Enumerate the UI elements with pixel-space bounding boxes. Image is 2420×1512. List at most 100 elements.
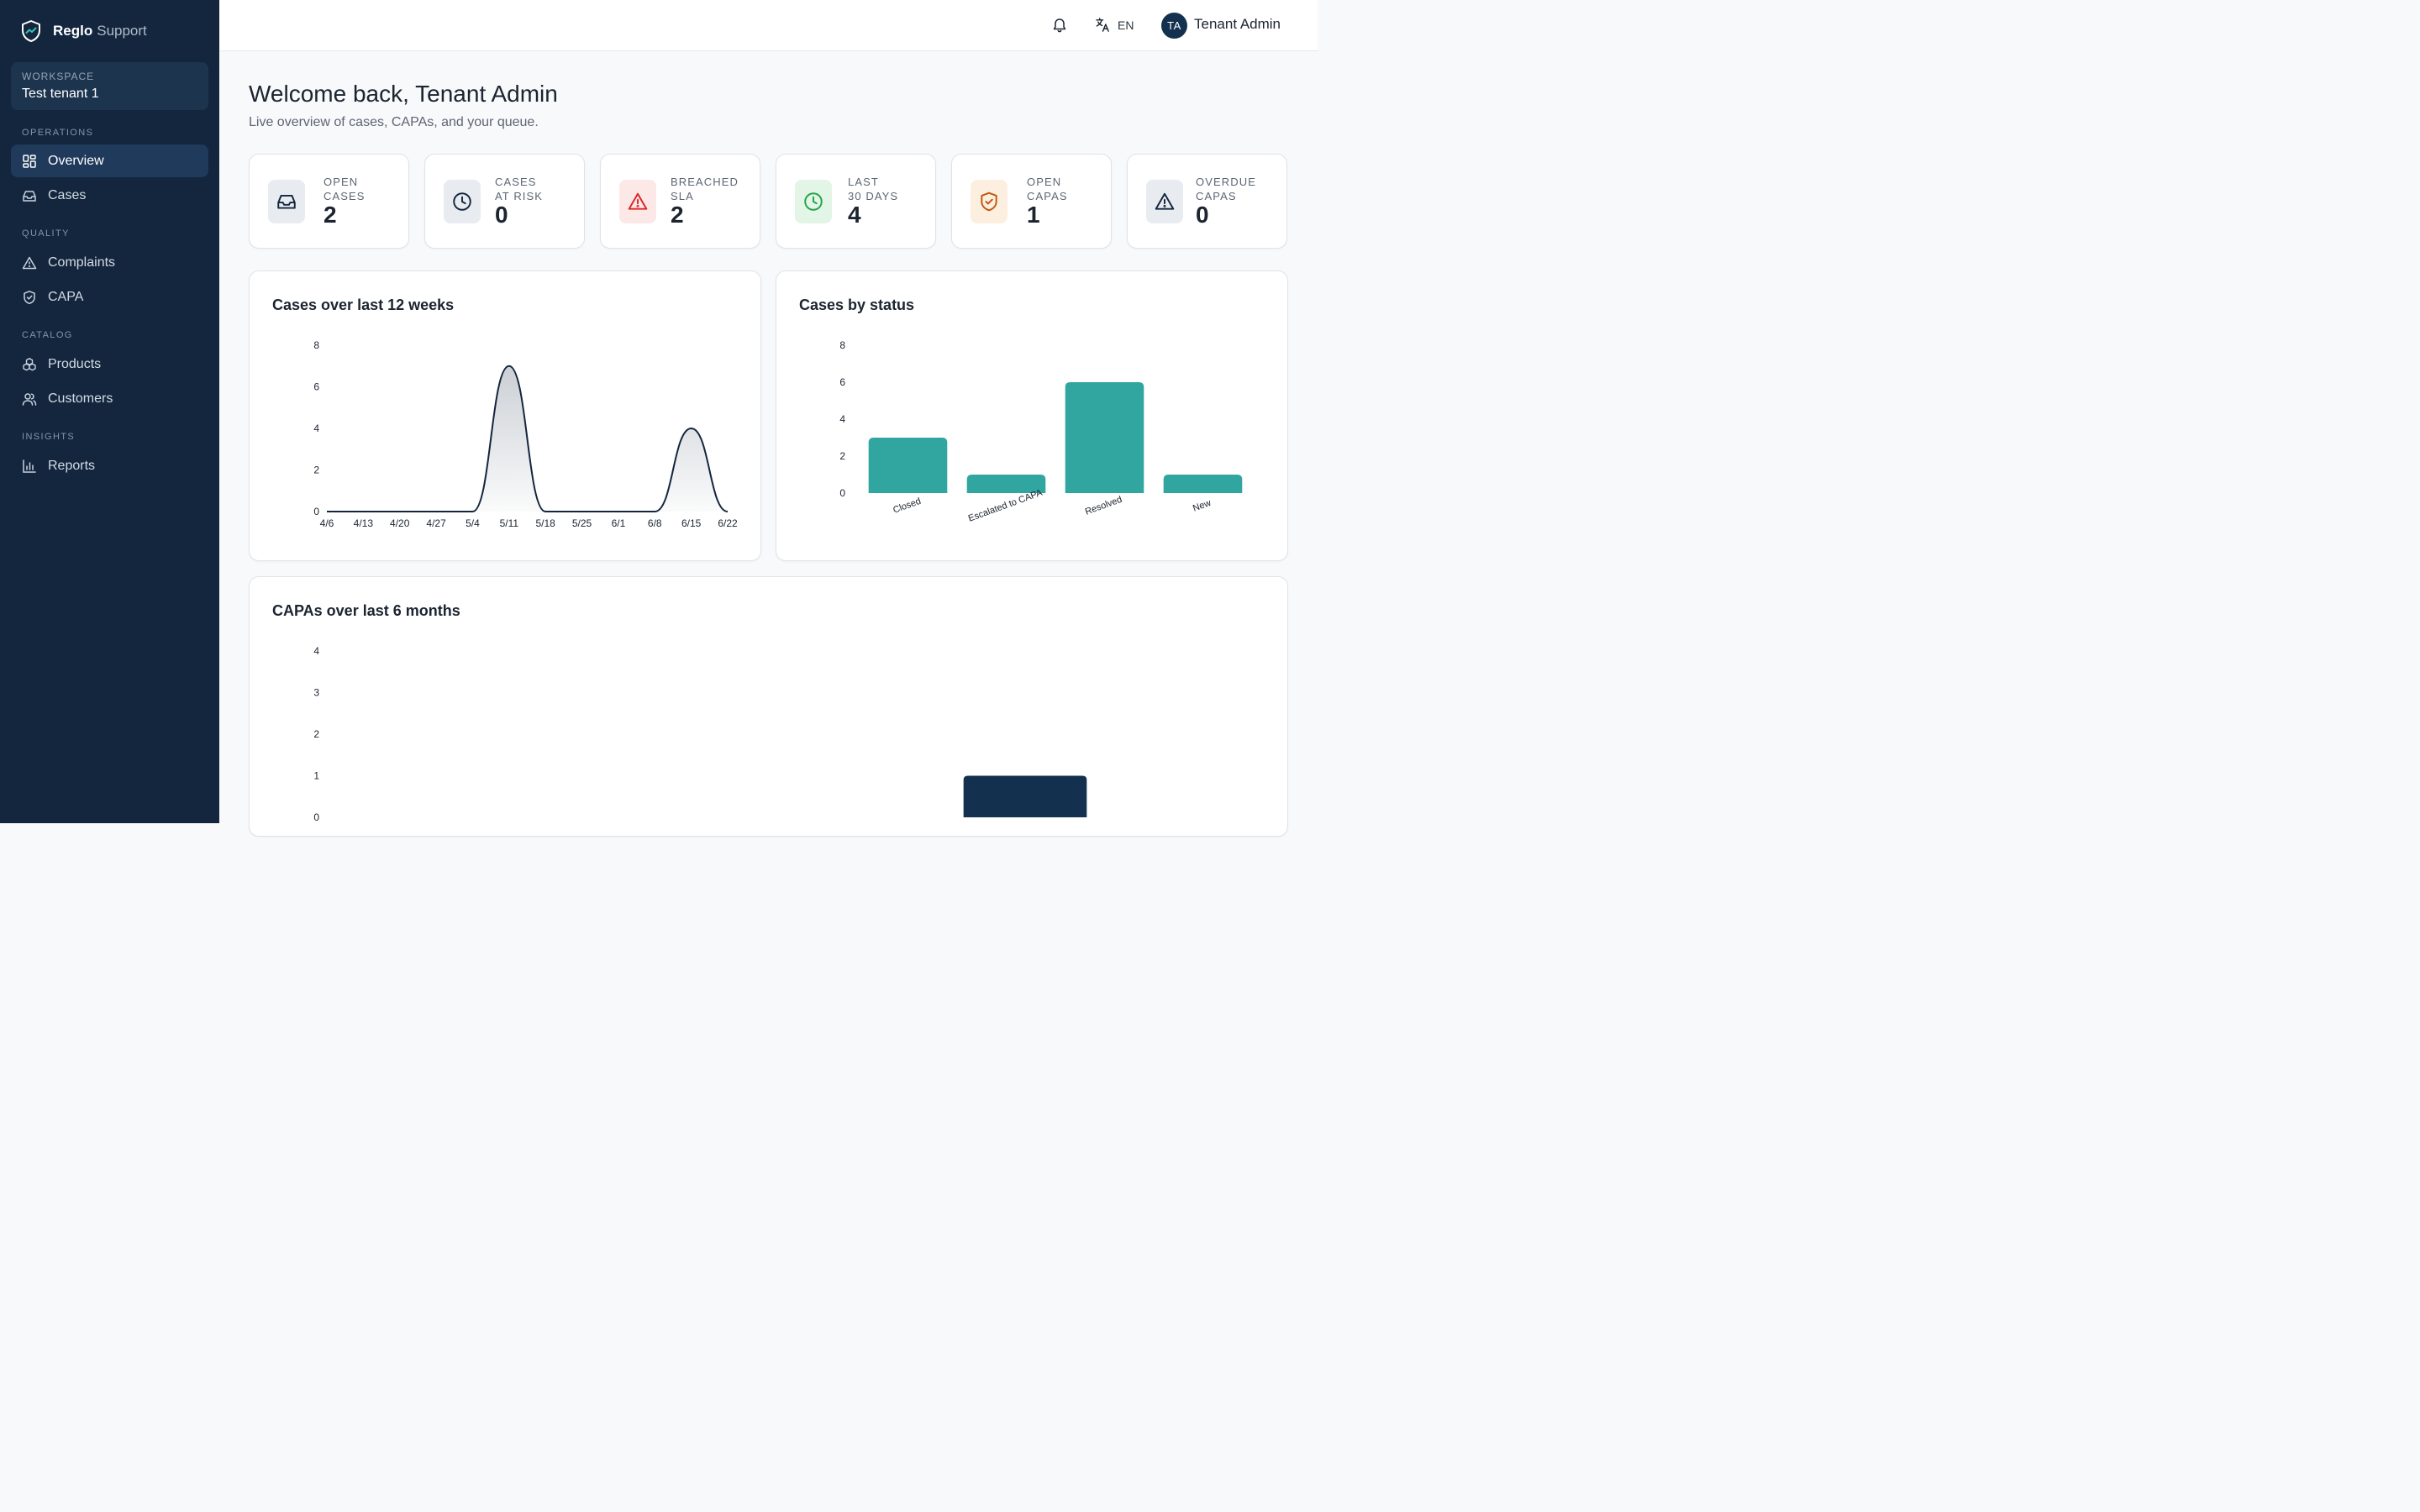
x-tick-label: 4/20 (390, 517, 410, 529)
sidebar-item-label: Cases (48, 187, 87, 202)
shield-check-icon (24, 290, 35, 304)
alert-triangle-icon (1155, 192, 1175, 210)
card-title: Cases over last 12 weeks (272, 297, 455, 313)
kpi-open-capas[interactable]: OPEN CAPAS (951, 154, 1112, 249)
y-tick-label: 4 (313, 423, 319, 434)
kpi-icon-box (268, 180, 305, 223)
sidebar-item-customers[interactable]: Customers (11, 382, 208, 415)
section-quality: QUALITY (22, 228, 70, 239)
kpi-icon-box (1146, 180, 1183, 223)
x-tick-label: 5/25 (572, 517, 592, 529)
y-tick-label: 8 (839, 339, 845, 351)
x-tick-label: 4/6 (320, 517, 334, 529)
kpi-icon-box (444, 180, 481, 223)
y-tick-label: 8 (313, 339, 319, 351)
status-bar[interactable] (868, 438, 948, 493)
shield-check-icon (981, 192, 997, 212)
y-tick-label: 2 (313, 465, 319, 476)
kpi-icon-box (795, 180, 832, 223)
boxes-icon (23, 357, 36, 370)
kpi-last-30-days[interactable]: LAST 30 DAYS (776, 154, 936, 249)
language-switcher[interactable]: EN (1095, 17, 1134, 33)
card-cases-weekly: Cases over last 12 weeks 0 2 4 6 8 4/6 4/13 4/2… (249, 270, 761, 561)
kpi-value: 2 (671, 202, 684, 228)
sidebar-item-overview[interactable]: Overview (11, 144, 208, 177)
weekly-area-chart: 0 2 4 6 8 4/6 4/13 4/20 4/27 5/4 5/11 5/18 5/25 6/1 6/… (313, 339, 738, 529)
kpi-label: BREACHED SLA (671, 176, 739, 202)
y-tick-label: 1 (313, 770, 319, 782)
page-title: Welcome back, Tenant Admin (249, 81, 558, 107)
kpi-icon-box (971, 180, 1007, 223)
capa-bar-chart: 0 1 2 3 4 (313, 645, 1087, 823)
sidebar-item-reports[interactable]: Reports (11, 449, 208, 482)
clock-icon (804, 192, 823, 211)
avatar[interactable]: TA (1161, 13, 1187, 39)
brand-name: Reglo (53, 23, 93, 39)
brand-logo[interactable]: Reglo Support (20, 18, 147, 44)
sidebar-item-label: Products (48, 356, 102, 371)
kpi-label: OVERDUE CAPAS (1196, 176, 1256, 202)
kpi-label: OPEN CASES (324, 176, 366, 202)
top-bar: EN TA Tenant Admin (219, 0, 1318, 51)
grid-icon (23, 154, 36, 168)
kpi-icon-box (619, 180, 656, 223)
kpi-value: 2 (324, 202, 337, 228)
x-tick-label: 4/27 (426, 517, 446, 529)
kpi-label: OPEN CAPAS (1027, 176, 1068, 202)
kpi-cases-at-risk[interactable]: CASES AT RISK (424, 154, 585, 249)
card-capa-monthly: CAPAs over last 6 months 0 1 2 3 4 (249, 576, 1288, 837)
status-bar[interactable] (1163, 475, 1243, 493)
bar-chart-icon (23, 459, 36, 473)
kpi-label: LAST 30 DAYS (848, 176, 899, 202)
sidebar-item-label: Customers (48, 391, 113, 406)
card-title: CAPAs over last 6 months (272, 602, 460, 619)
x-tick-label: New (1192, 498, 1213, 514)
inbox-icon (23, 190, 36, 202)
kpi-overdue-capas[interactable]: OVERDUE CAPAS (1127, 154, 1287, 249)
y-tick-label: 6 (839, 376, 845, 388)
sidebar-item-products[interactable]: Products (11, 348, 208, 381)
kpi-value: 0 (1196, 202, 1209, 228)
sidebar-item-capa[interactable]: CAPA (11, 281, 208, 313)
kpi-value: 1 (1027, 202, 1040, 228)
kpi-label: CASES AT RISK (495, 176, 544, 202)
y-tick-label: 2 (313, 728, 319, 740)
inbox-icon (277, 194, 296, 209)
sidebar-item-cases[interactable]: Cases (11, 179, 208, 212)
kpi-breached-sla[interactable]: BREACHED SLA (600, 154, 760, 249)
y-tick-label: 2 (839, 450, 845, 462)
x-tick-label: 6/15 (681, 517, 702, 529)
sidebar-item-label: Complaints (48, 255, 116, 270)
x-tick-label: Resolved (1084, 495, 1123, 517)
y-tick-label: 4 (313, 645, 319, 657)
status-bar[interactable] (1065, 382, 1144, 493)
clock-icon (453, 192, 471, 211)
workspace-switcher[interactable]: WORKSPACE Test tenant 1 (11, 62, 208, 110)
section-insights: INSIGHTS (22, 432, 76, 442)
y-tick-label: 3 (313, 687, 319, 699)
kpi-value: 0 (495, 202, 508, 228)
section-catalog: CATALOG (22, 330, 73, 340)
y-tick-label: 4 (839, 413, 845, 425)
card-cases-status: Cases by status 0 2 4 6 8 Closed Escalated to … (776, 270, 1288, 561)
y-tick-label: 0 (313, 811, 319, 823)
card-title: Cases by status (799, 297, 915, 313)
bell-icon[interactable] (1051, 17, 1068, 34)
sidebar-item-label: CAPA (48, 289, 84, 304)
status-bar[interactable] (966, 475, 1046, 493)
alert-triangle-icon (22, 256, 37, 269)
alert-triangle-icon (628, 192, 648, 210)
user-name[interactable]: Tenant Admin (1194, 16, 1281, 32)
series-line (326, 365, 729, 512)
sidebar-item-complaints[interactable]: Complaints (11, 246, 208, 279)
x-tick-label: 4/13 (354, 517, 374, 529)
page-subtitle: Live overview of cases, CAPAs, and your … (249, 115, 539, 129)
kpi-open-cases[interactable]: OPEN CASES (249, 154, 409, 249)
y-tick-label: 6 (313, 381, 319, 393)
x-tick-label: 6/1 (612, 517, 626, 529)
sidebar-item-label: Reports (48, 458, 96, 473)
y-tick-label: 0 (313, 506, 319, 517)
x-tick-label: 6/8 (648, 517, 662, 529)
capa-bar[interactable] (963, 775, 1087, 818)
